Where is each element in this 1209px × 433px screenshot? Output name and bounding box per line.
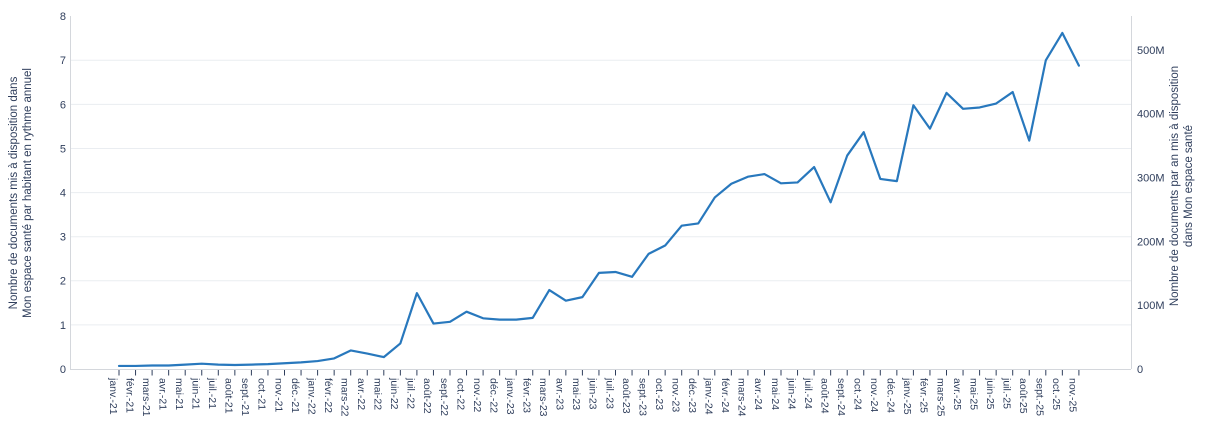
x-tick-label: janv.-25 bbox=[901, 377, 913, 415]
x-tick-label: févr.-23 bbox=[521, 378, 533, 413]
y-tick-label-left: 7 bbox=[60, 55, 66, 67]
x-tick-labels: janv.-21 févr.-21 mars-21 avr.-21 mai-21 juin… bbox=[107, 377, 1079, 417]
x-tick-label: juil.-22 bbox=[405, 377, 417, 409]
x-tick-label: juin-21 bbox=[190, 377, 202, 410]
x-tick-label: avr.-24 bbox=[752, 378, 764, 410]
x-tick-label: déc.-22 bbox=[487, 378, 499, 413]
y-tick-label-left: 0 bbox=[60, 364, 66, 376]
y-tick-label-left: 8 bbox=[60, 11, 66, 23]
x-tick-label: juil.-23 bbox=[603, 377, 615, 409]
x-tick-label: déc.-23 bbox=[686, 378, 698, 413]
x-ticks bbox=[118, 370, 1080, 376]
y-tick-label-right: 300M bbox=[1137, 172, 1165, 184]
x-tick-label: mai-24 bbox=[769, 378, 781, 410]
y-axis-title-left-line2: Mon espace santé par habitant en rythme … bbox=[22, 68, 34, 318]
x-tick-label: déc.-21 bbox=[289, 378, 301, 413]
data-line-documents[interactable] bbox=[117, 31, 1081, 368]
x-tick-label: sept.-21 bbox=[239, 378, 251, 416]
y-axis-title-left: Nombre de documents mis à disposition da… bbox=[7, 0, 37, 403]
x-tick-label: août-25 bbox=[1017, 378, 1029, 414]
y-tick-label-left: 6 bbox=[60, 99, 66, 111]
x-tick-label: avr.-22 bbox=[355, 378, 367, 410]
x-tick-label: mars-23 bbox=[537, 378, 549, 417]
x-tick-label: oct.-25 bbox=[1050, 378, 1062, 410]
x-tick-label: oct.-22 bbox=[454, 378, 466, 410]
y-axis-title-right-line1: Nombre de documents par an mis à disposi… bbox=[1169, 65, 1181, 307]
x-tick-label: juin-25 bbox=[984, 377, 996, 410]
y-tick-label-left: 1 bbox=[60, 320, 66, 332]
y-tick-label-right: 100M bbox=[1137, 300, 1165, 312]
y-tick-label-right: 400M bbox=[1137, 109, 1165, 121]
x-tick-label: nov.-25 bbox=[1067, 378, 1079, 412]
x-tick-label: sept.-24 bbox=[835, 378, 847, 416]
y-tick-label-left: 3 bbox=[60, 232, 66, 244]
x-tick-label: juil.-21 bbox=[206, 377, 218, 409]
x-tick-label: mai-23 bbox=[570, 378, 582, 410]
x-tick-label: août-21 bbox=[223, 378, 235, 414]
x-tick-label: juil.-24 bbox=[802, 377, 814, 409]
x-tick-label: mai-21 bbox=[173, 378, 185, 410]
y-tick-label-right: 500M bbox=[1137, 45, 1165, 57]
y-tick-labels-right: 0 100M 200M 300M 400M 500M bbox=[1137, 45, 1165, 376]
x-tick-label: nov.-21 bbox=[272, 378, 284, 412]
y-tick-label-left: 5 bbox=[60, 143, 66, 155]
y-tick-label-left: 4 bbox=[60, 187, 66, 199]
x-tick-label: mai-22 bbox=[372, 378, 384, 410]
x-tick-label: mars-21 bbox=[140, 378, 152, 417]
x-tick-label: oct.-23 bbox=[653, 378, 665, 410]
x-tick-label: avr.-21 bbox=[156, 378, 168, 410]
x-tick-label: juin-23 bbox=[587, 377, 599, 410]
x-tick-label: nov.-22 bbox=[471, 378, 483, 412]
x-tick-label: juin-22 bbox=[388, 377, 400, 410]
x-tick-label: août-22 bbox=[421, 378, 433, 414]
x-tick-label: janv.-21 bbox=[107, 377, 119, 415]
x-tick-label: nov.-24 bbox=[868, 378, 880, 412]
x-tick-label: mars-22 bbox=[338, 378, 350, 417]
x-tick-label: janv.-24 bbox=[703, 377, 715, 415]
x-tick-label: févr.-25 bbox=[918, 378, 930, 413]
y-axis-title-right: Nombre de documents par an mis à disposi… bbox=[1168, 0, 1198, 396]
gridlines bbox=[70, 59, 1131, 326]
x-tick-label: oct.-24 bbox=[852, 378, 864, 410]
x-tick-label: déc.-24 bbox=[885, 378, 897, 413]
x-tick-label: mai-25 bbox=[967, 378, 979, 410]
x-tick-label: mars-24 bbox=[736, 378, 748, 417]
x-tick-label: sept.-22 bbox=[438, 378, 450, 416]
x-tick-label: août-24 bbox=[818, 378, 830, 414]
x-tick-label: avr.-23 bbox=[554, 378, 566, 410]
x-tick-label: oct.-21 bbox=[256, 378, 268, 410]
y-tick-label-left: 2 bbox=[60, 276, 66, 288]
x-tick-label: avr.-25 bbox=[951, 378, 963, 410]
y-tick-labels-left: 0 1 2 3 4 5 6 7 8 bbox=[60, 11, 66, 376]
x-tick-label: sept.-23 bbox=[636, 378, 648, 416]
x-tick-label: nov.-23 bbox=[669, 378, 681, 412]
x-tick-label: sept.-25 bbox=[1034, 378, 1046, 416]
x-tick-label: janv.-23 bbox=[504, 377, 516, 415]
y-axis-title-right-line2: dans Mon espace santé bbox=[1183, 124, 1195, 248]
x-tick-label: févr.-21 bbox=[123, 378, 135, 413]
y-tick-label-right: 0 bbox=[1137, 364, 1143, 376]
x-tick-label: juil.-25 bbox=[1000, 377, 1012, 409]
x-tick-label: janv.-22 bbox=[305, 377, 317, 415]
x-tick-label: févr.-22 bbox=[322, 378, 334, 413]
x-tick-label: mars-25 bbox=[934, 378, 946, 417]
y-tick-label-right: 200M bbox=[1137, 236, 1165, 248]
y-axis-title-left-line1: Nombre de documents mis à disposition da… bbox=[8, 76, 20, 310]
x-tick-label: juin-24 bbox=[785, 377, 797, 410]
x-tick-label: août-23 bbox=[620, 378, 632, 414]
x-tick-label: févr.-24 bbox=[719, 378, 731, 413]
